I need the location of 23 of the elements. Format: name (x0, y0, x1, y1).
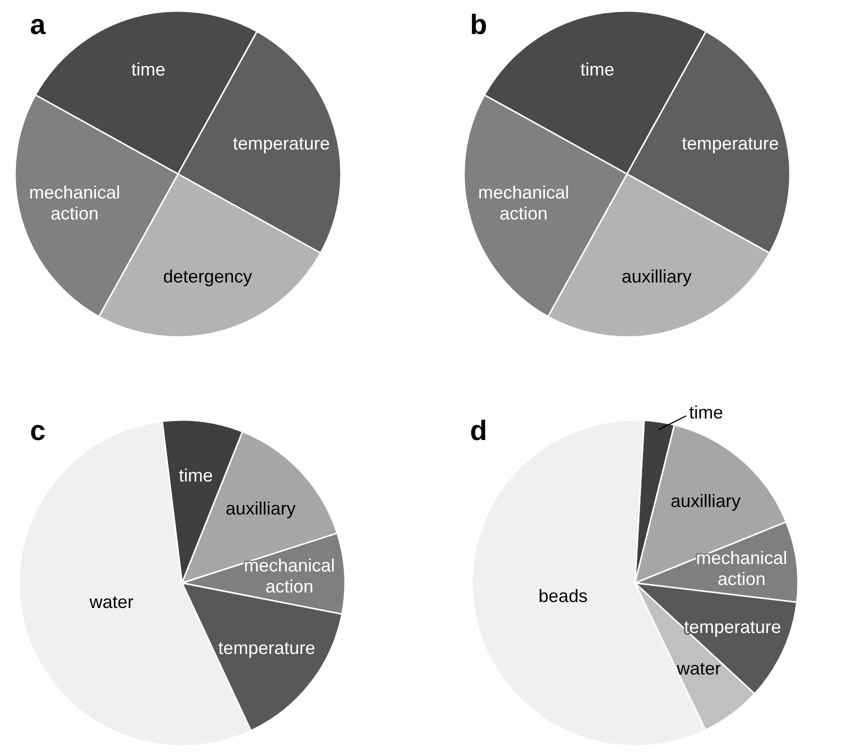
chart-title: c (30, 415, 46, 446)
slice-label: time (689, 402, 724, 423)
slice-label: beads (538, 586, 588, 606)
slice-label: auxilliary (226, 498, 296, 518)
chart-title: d (470, 415, 488, 446)
slice-label: auxilliary (670, 490, 741, 511)
slice-label: temperature (682, 133, 779, 154)
chart-title: b (470, 9, 488, 40)
slice-label: time (178, 465, 213, 486)
slice-label: mechanical action (244, 555, 335, 596)
slice-label: detergency (163, 266, 252, 286)
slice-label: water (676, 658, 721, 678)
slice-label: auxilliary (622, 266, 692, 286)
slice-label: water (88, 592, 134, 612)
slice-label: mechanical action (29, 182, 120, 224)
chart-title: a (30, 9, 46, 40)
slice-label: time (131, 59, 166, 80)
slice-label: mechanical action (696, 548, 788, 589)
slice-label: temperature (218, 638, 316, 658)
slice-label: time (580, 59, 614, 80)
slice-label: temperature (684, 616, 782, 637)
slice-label: temperature (232, 133, 330, 154)
slice-label: mechanical action (478, 182, 570, 224)
